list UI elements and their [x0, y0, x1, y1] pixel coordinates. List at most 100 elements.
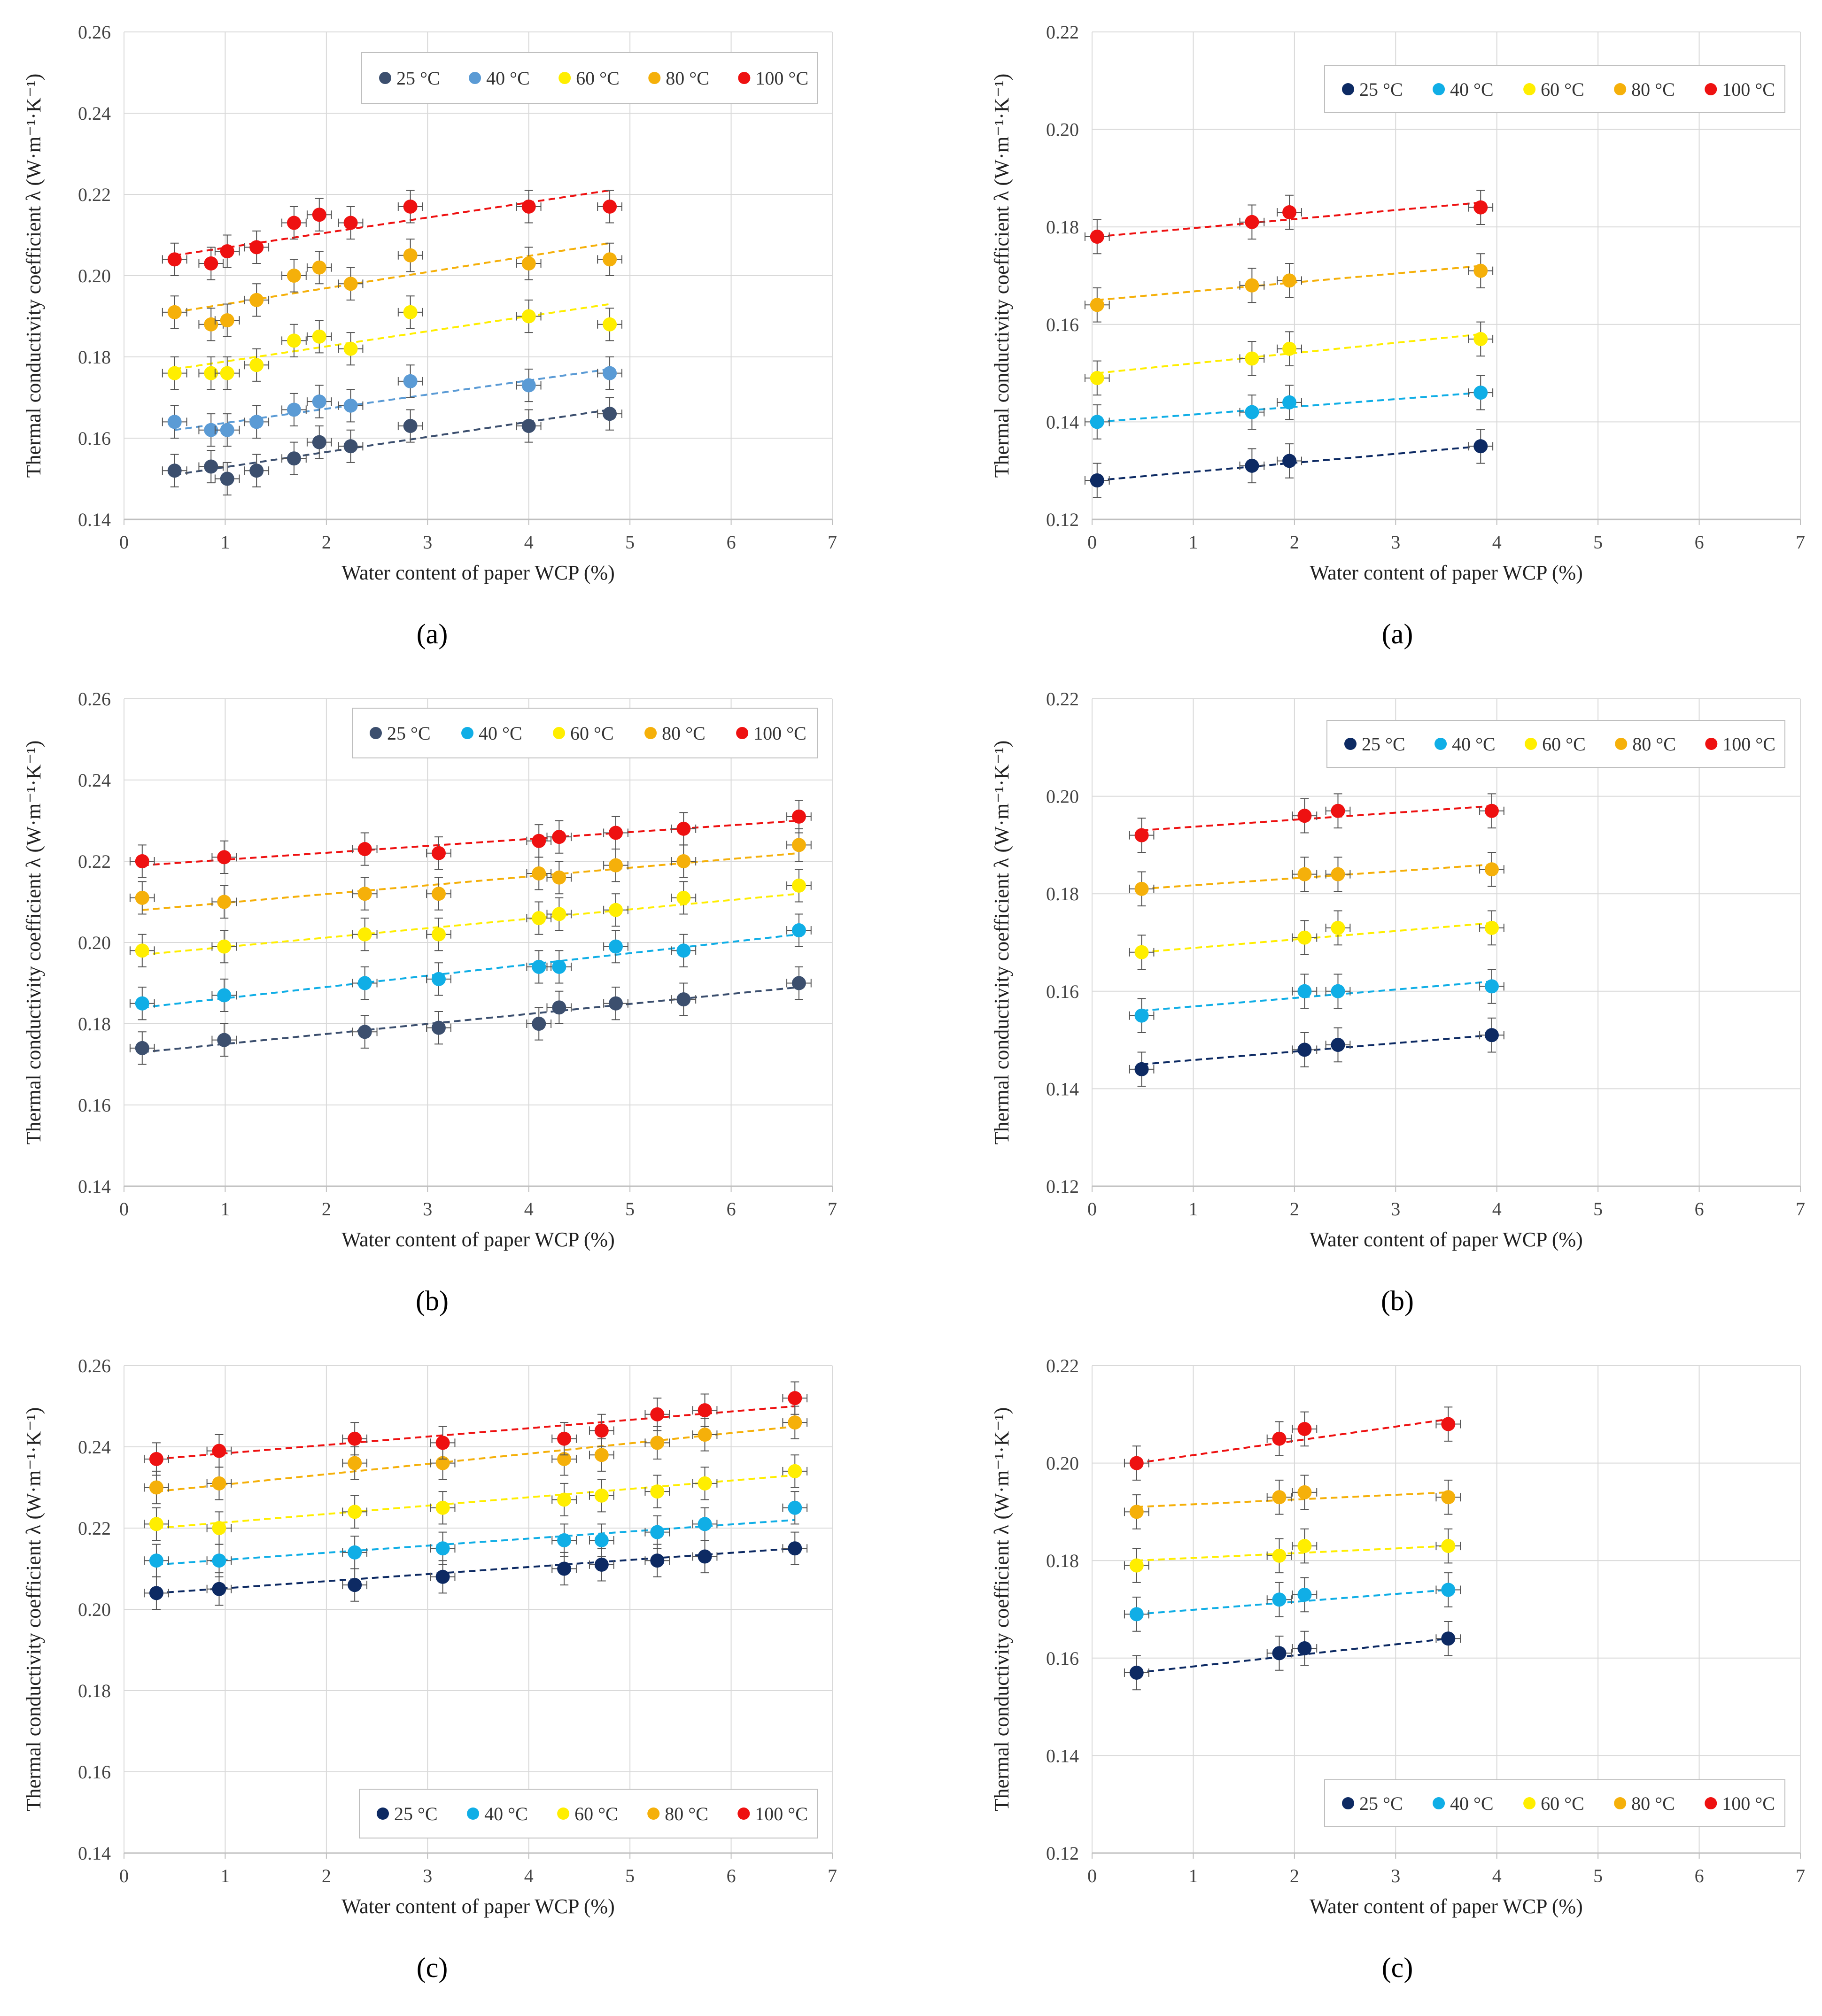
x-tick-label: 3: [423, 532, 432, 553]
y-tick-label: 0.14: [1046, 1078, 1079, 1099]
data-point: [343, 216, 358, 230]
data-point: [676, 992, 691, 1007]
legend-label: 25 °C: [1362, 734, 1405, 755]
data-point: [348, 1545, 362, 1560]
data-point: [552, 870, 566, 885]
data-point: [249, 240, 264, 255]
data-point: [1282, 454, 1297, 468]
x-tick-label: 1: [220, 1198, 230, 1220]
data-point: [217, 939, 232, 954]
x-tick-label: 4: [1492, 1198, 1502, 1220]
series-25c: [129, 966, 812, 1065]
x-tick-label: 2: [322, 532, 331, 553]
legend: 25 °C 40 °C 60 °C 80 °C 100 °C: [1326, 720, 1785, 768]
data-point: [204, 366, 218, 380]
trend-line: [142, 933, 799, 1009]
y-tick-label: 0.16: [78, 428, 111, 449]
data-point: [594, 1488, 609, 1503]
data-point: [603, 199, 617, 214]
data-point: [552, 959, 566, 974]
legend-marker: [1705, 738, 1718, 750]
data-point: [1272, 1548, 1287, 1563]
data-point: [1441, 1539, 1456, 1553]
data-point: [135, 854, 149, 868]
series-80c: [1129, 851, 1504, 907]
data-point: [1297, 1641, 1312, 1656]
legend-marker: [379, 72, 391, 84]
data-point: [788, 1541, 802, 1556]
legend-marker: [644, 727, 657, 739]
legend-label: 25 °C: [1359, 1793, 1403, 1814]
data-point: [312, 329, 326, 344]
data-point: [287, 402, 301, 417]
legend-label: 40 °C: [1450, 1793, 1494, 1814]
legend-label: 60 °C: [570, 723, 614, 744]
x-tick-label: 5: [625, 1865, 635, 1886]
data-point: [521, 419, 536, 433]
y-tick-label: 0.12: [1046, 509, 1079, 530]
series-40c: [1124, 1572, 1461, 1632]
data-point: [1473, 332, 1488, 346]
trend-line: [1136, 1545, 1449, 1562]
data-point: [220, 471, 234, 486]
y-axis-title: Thermal conductivity coefficient λ (W·m⁻…: [22, 741, 45, 1145]
data-point: [357, 976, 372, 990]
data-point: [698, 1403, 712, 1418]
data-point: [204, 256, 218, 271]
data-point: [557, 1533, 572, 1547]
x-tick-label: 3: [1391, 532, 1400, 553]
legend-label: 100 °C: [755, 1803, 808, 1824]
panel-caption: (b): [416, 1285, 449, 1316]
data-point: [1245, 405, 1259, 419]
data-point: [1129, 1456, 1144, 1470]
data-point: [1245, 351, 1259, 366]
legend-label: 80 °C: [1631, 1793, 1675, 1814]
data-point: [1297, 809, 1312, 823]
data-point: [135, 890, 149, 905]
x-tick-label: 0: [119, 532, 129, 553]
data-point: [521, 309, 536, 324]
x-tick-label: 4: [1492, 532, 1502, 553]
data-point: [343, 439, 358, 454]
data-point: [521, 199, 536, 214]
y-tick-label: 0.12: [1046, 1843, 1079, 1864]
legend-marker: [557, 1807, 570, 1820]
data-point: [1129, 1607, 1144, 1622]
data-point: [1272, 1490, 1287, 1505]
data-point: [788, 1464, 802, 1478]
y-axis-title: Thermal conductivity coefficient λ (W·m⁻…: [22, 1407, 45, 1812]
data-point: [1129, 1505, 1144, 1519]
trend-line: [1136, 1638, 1449, 1674]
trend-line: [174, 409, 610, 476]
chart-panel-right-b: 0.12 0.14 0.16 0.18 0.20 0.22 0 1 2 3 4 5 6 7 Water co…: [990, 688, 1805, 1316]
trend-line: [174, 368, 610, 431]
x-axis-title: Water content of paper WCP (%): [1310, 1895, 1583, 1918]
series-40c: [1084, 375, 1494, 440]
x-tick-label: 0: [1087, 1198, 1097, 1220]
data-point: [312, 260, 326, 275]
data-point: [1282, 205, 1297, 220]
data-point: [220, 313, 234, 328]
series-80c: [129, 828, 812, 919]
legend: 25 °C 40 °C 60 °C 80 °C 100 °C: [361, 52, 818, 104]
x-tick-label: 2: [1290, 532, 1299, 553]
trend-line: [156, 1519, 795, 1566]
legend-label: 80 °C: [665, 1803, 708, 1824]
legend-marker: [461, 727, 474, 739]
y-axis-title: Thermal conductivity coefficient λ (W·m⁻…: [22, 74, 45, 478]
legend-label: 40 °C: [1452, 734, 1496, 755]
x-tick-label: 4: [524, 532, 534, 553]
y-tick-label: 0.18: [78, 1013, 111, 1035]
data-point: [431, 972, 446, 986]
data-point: [608, 903, 623, 917]
chart-panel-left-c: 0.14 0.16 0.18 0.20 0.22 0.24 0.26 0 1 2 3 4 5 6 7 Wate…: [22, 1355, 837, 1983]
chart-panel-left-a: 0.14 0.16 0.18 0.20 0.22 0.24 0.26 0 1 2 3 4 5 6 7 Wate…: [22, 22, 837, 649]
legend: 25 °C 40 °C 60 °C 80 °C 100 °C: [1324, 65, 1785, 113]
data-point: [212, 1582, 226, 1596]
data-point: [650, 1436, 665, 1450]
data-point: [557, 1431, 572, 1446]
trend-line: [142, 893, 799, 956]
legend-label: 100 °C: [1722, 79, 1775, 100]
data-point: [217, 850, 232, 865]
data-point: [135, 996, 149, 1011]
